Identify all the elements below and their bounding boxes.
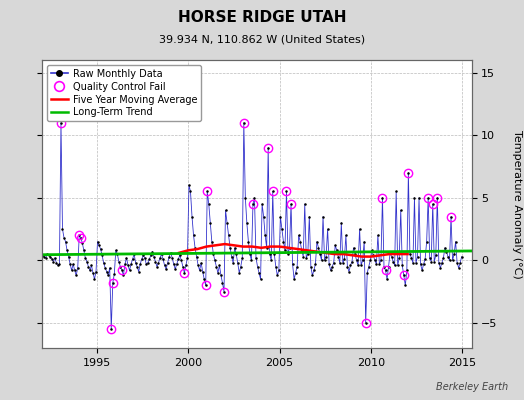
Y-axis label: Temperature Anomaly (°C): Temperature Anomaly (°C) [511,130,521,278]
Text: HORSE RIDGE UTAH: HORSE RIDGE UTAH [178,10,346,25]
Text: 39.934 N, 110.862 W (United States): 39.934 N, 110.862 W (United States) [159,34,365,44]
Legend: Raw Monthly Data, Quality Control Fail, Five Year Moving Average, Long-Term Tren: Raw Monthly Data, Quality Control Fail, … [47,65,201,121]
Text: Berkeley Earth: Berkeley Earth [436,382,508,392]
